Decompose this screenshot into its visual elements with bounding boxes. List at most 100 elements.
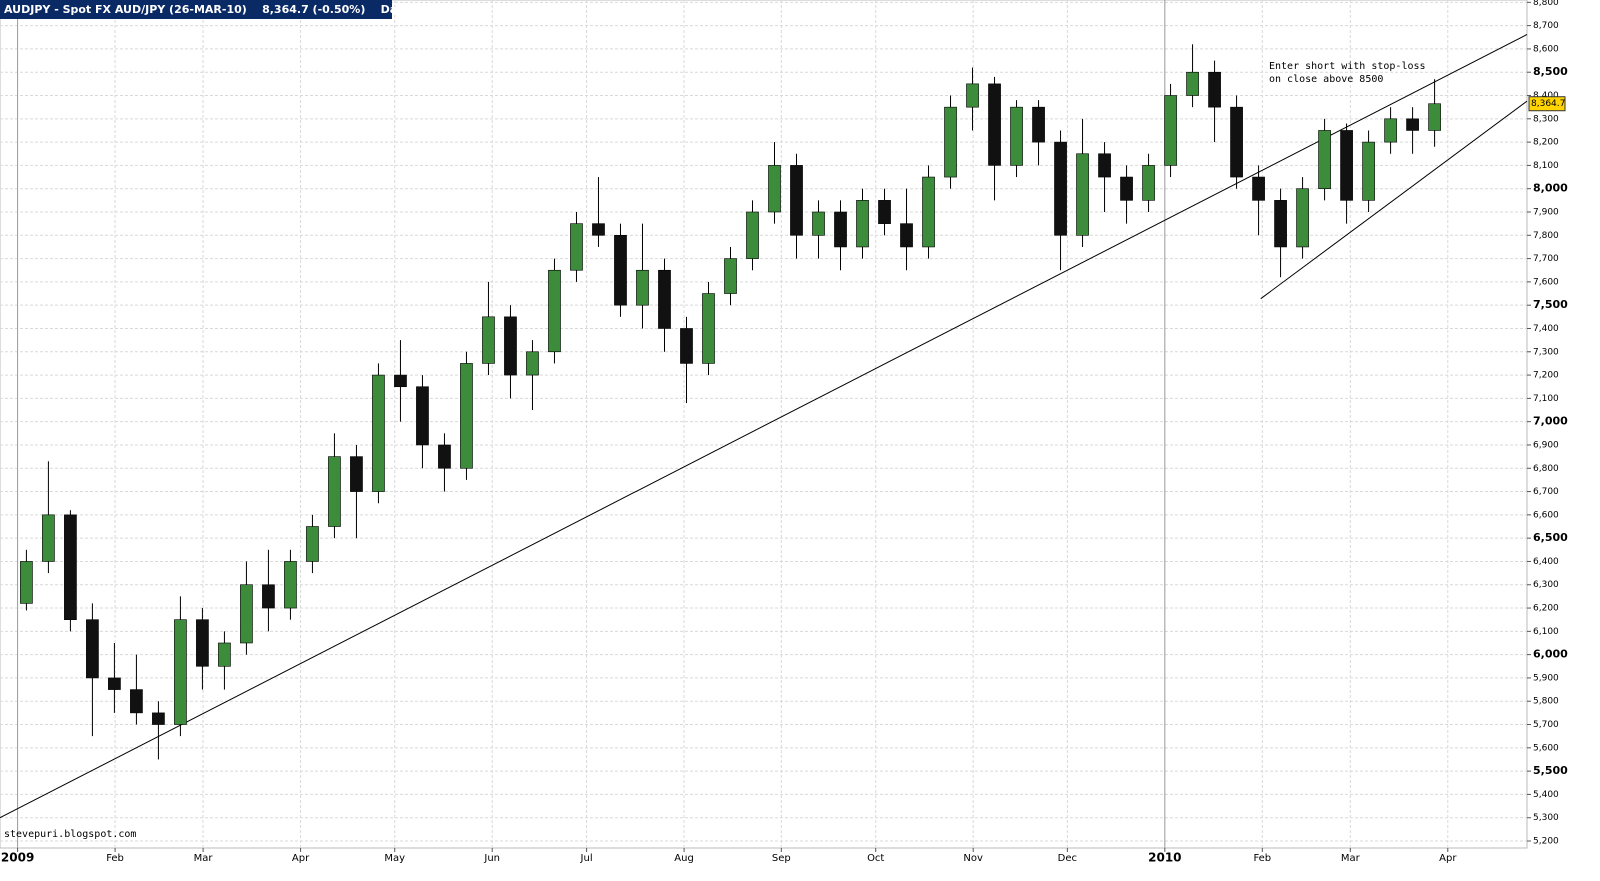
y-tick-label: 6,400 xyxy=(1533,557,1559,567)
last-price-box xyxy=(1528,96,1566,112)
candle-body xyxy=(218,642,231,667)
candle-body xyxy=(1428,103,1441,131)
x-tick-label: Apr xyxy=(292,853,310,864)
last-price-label: 8,364.7 xyxy=(1531,99,1565,109)
y-tick-label: 8,600 xyxy=(1533,44,1559,54)
candle-body xyxy=(1076,153,1089,236)
candle-body xyxy=(966,83,979,108)
candle-body xyxy=(1318,130,1331,190)
y-tick-label: 8,500 xyxy=(1533,65,1568,78)
y-tick-label: 5,900 xyxy=(1533,673,1559,683)
candle-body xyxy=(64,514,77,620)
candle-body xyxy=(240,584,253,644)
annotation-line: on close above 8500 xyxy=(1269,74,1383,85)
candle-body xyxy=(1340,130,1353,201)
candle-body xyxy=(658,269,671,329)
y-tick-label: 6,600 xyxy=(1533,510,1559,520)
x-tick-label: Apr xyxy=(1439,853,1457,864)
y-tick-label: 6,800 xyxy=(1533,464,1559,474)
x-tick-label: Jun xyxy=(483,853,500,864)
candle-body xyxy=(20,561,33,604)
candle-body xyxy=(394,374,407,388)
candle-body xyxy=(416,386,429,446)
candle-body xyxy=(856,200,869,248)
candle-body xyxy=(42,514,55,562)
candle-body xyxy=(746,211,759,259)
candle-body xyxy=(174,619,187,725)
x-tick-label: Feb xyxy=(106,853,124,864)
plot-area xyxy=(0,0,1528,849)
x-tick-label: Jul xyxy=(580,853,593,864)
y-tick-label: 7,800 xyxy=(1533,231,1559,241)
candle-body xyxy=(944,106,957,178)
y-tick-label: 5,500 xyxy=(1533,764,1568,777)
candle-body xyxy=(1208,71,1221,108)
candle-body xyxy=(284,561,297,609)
annotation-line: Enter short with stop-loss xyxy=(1269,61,1426,72)
y-tick-label: 8,700 xyxy=(1533,21,1559,31)
y-tick-label: 7,200 xyxy=(1533,371,1559,381)
y-tick-label: 6,700 xyxy=(1533,487,1559,497)
y-tick-label: 5,600 xyxy=(1533,743,1559,753)
candle-body xyxy=(1252,176,1265,201)
y-tick-label: 7,900 xyxy=(1533,208,1559,218)
x-tick-label: Nov xyxy=(963,853,983,864)
candle-body xyxy=(1186,71,1199,96)
candle-body xyxy=(812,211,825,236)
y-tick-label: 8,400 xyxy=(1533,91,1559,101)
candle-body xyxy=(570,223,583,271)
candle-body xyxy=(460,363,473,469)
candle-body xyxy=(592,223,605,236)
y-tick-label: 6,300 xyxy=(1533,580,1559,590)
candle-body xyxy=(768,165,781,213)
title-bar xyxy=(0,0,392,19)
candle-body xyxy=(306,526,319,562)
x-tick-label: Aug xyxy=(674,853,694,864)
trendline xyxy=(1260,100,1528,300)
candle-body xyxy=(438,444,451,469)
candle-body xyxy=(372,374,385,492)
candle-body xyxy=(1054,141,1067,236)
candle-body xyxy=(1406,118,1419,131)
candle-body xyxy=(1362,141,1375,201)
y-tick-label: 8,100 xyxy=(1533,161,1559,171)
x-tick-label: Oct xyxy=(867,853,884,864)
candle-body xyxy=(262,584,275,609)
candle-body xyxy=(1010,106,1023,166)
candle-body xyxy=(504,316,517,376)
candle-body xyxy=(702,293,715,364)
candle-body xyxy=(922,176,935,248)
candle-body xyxy=(1098,153,1111,178)
y-tick-label: 5,700 xyxy=(1533,720,1559,730)
candle-body xyxy=(878,200,891,224)
x-tick-label: Sep xyxy=(772,853,791,864)
candle-body xyxy=(130,689,143,714)
candle-body xyxy=(900,223,913,248)
candle-body xyxy=(1032,106,1045,143)
candle-body xyxy=(1120,176,1133,201)
watermark: stevepuri.blogspot.com xyxy=(4,829,136,840)
x-tick-label: Feb xyxy=(1253,853,1271,864)
candle-body xyxy=(1296,188,1309,248)
candle-body xyxy=(1384,118,1397,143)
y-tick-label: 7,700 xyxy=(1533,254,1559,264)
candle-body xyxy=(724,258,737,294)
candle-body xyxy=(350,456,363,492)
y-tick-label: 8,300 xyxy=(1533,114,1559,124)
y-tick-label: 7,400 xyxy=(1533,324,1559,334)
y-tick-label: 5,300 xyxy=(1533,813,1559,823)
y-tick-label: 6,200 xyxy=(1533,604,1559,614)
x-tick-label: Dec xyxy=(1058,853,1077,864)
y-tick-label: 5,800 xyxy=(1533,697,1559,707)
trendline xyxy=(0,34,1528,819)
y-tick-label: 7,100 xyxy=(1533,394,1559,404)
x-tick-label: 2009 xyxy=(1,851,34,865)
candle-body xyxy=(482,316,495,364)
candle-body xyxy=(526,351,539,376)
x-tick-label: May xyxy=(384,853,405,864)
y-tick-label: 6,000 xyxy=(1533,648,1568,661)
x-tick-label: 2010 xyxy=(1148,851,1181,865)
candle-body xyxy=(152,712,165,725)
y-tick-label: 8,000 xyxy=(1533,182,1568,195)
